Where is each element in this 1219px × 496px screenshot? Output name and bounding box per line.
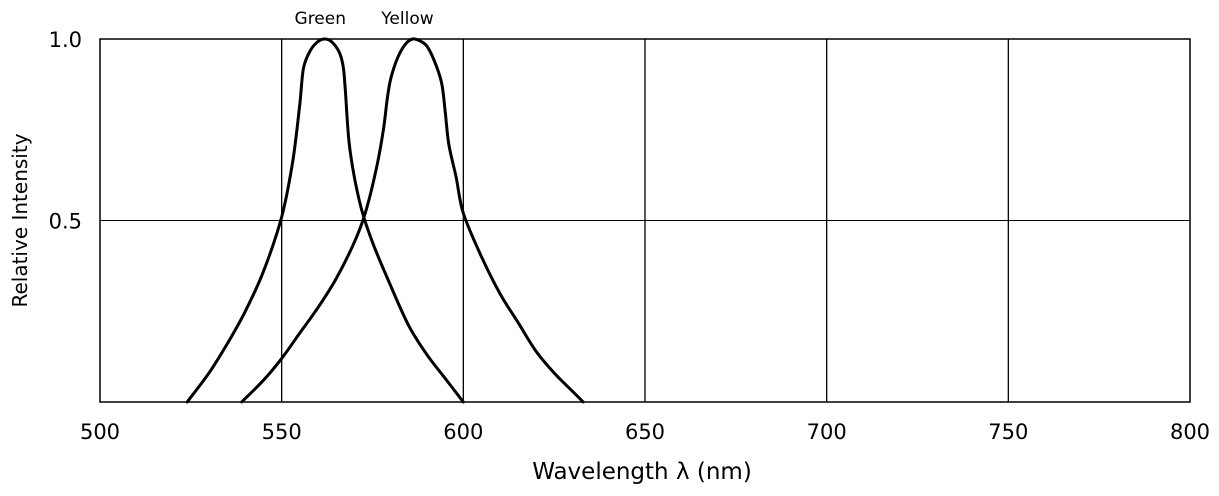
x-tick-label: 500 bbox=[80, 420, 120, 444]
x-tick-label: 550 bbox=[262, 420, 302, 444]
y-tick-label: 0.5 bbox=[49, 210, 82, 234]
series-label-yellow: Yellow bbox=[380, 9, 433, 29]
x-tick-label: 650 bbox=[625, 420, 665, 444]
x-tick-label: 750 bbox=[988, 420, 1028, 444]
plot-frame bbox=[99, 38, 1191, 403]
x-axis-title: Wavelength λ (nm) bbox=[532, 459, 752, 485]
grid-layer bbox=[100, 39, 1190, 402]
y-axis-title: Relative Intensity bbox=[8, 133, 32, 307]
series-label-green: Green bbox=[295, 9, 346, 29]
x-tick-label: 800 bbox=[1170, 420, 1210, 444]
series-layer: Green Yellow bbox=[185, 9, 585, 404]
y-tick-label: 1.0 bbox=[49, 28, 82, 52]
tick-label-layer: 500 550 600 650 700 750 800 0.5 1.0 bbox=[49, 28, 1210, 444]
x-tick-label: 700 bbox=[807, 420, 847, 444]
series-line-yellow bbox=[240, 37, 585, 404]
x-tick-label: 600 bbox=[443, 420, 483, 444]
series-line-green bbox=[185, 37, 465, 404]
